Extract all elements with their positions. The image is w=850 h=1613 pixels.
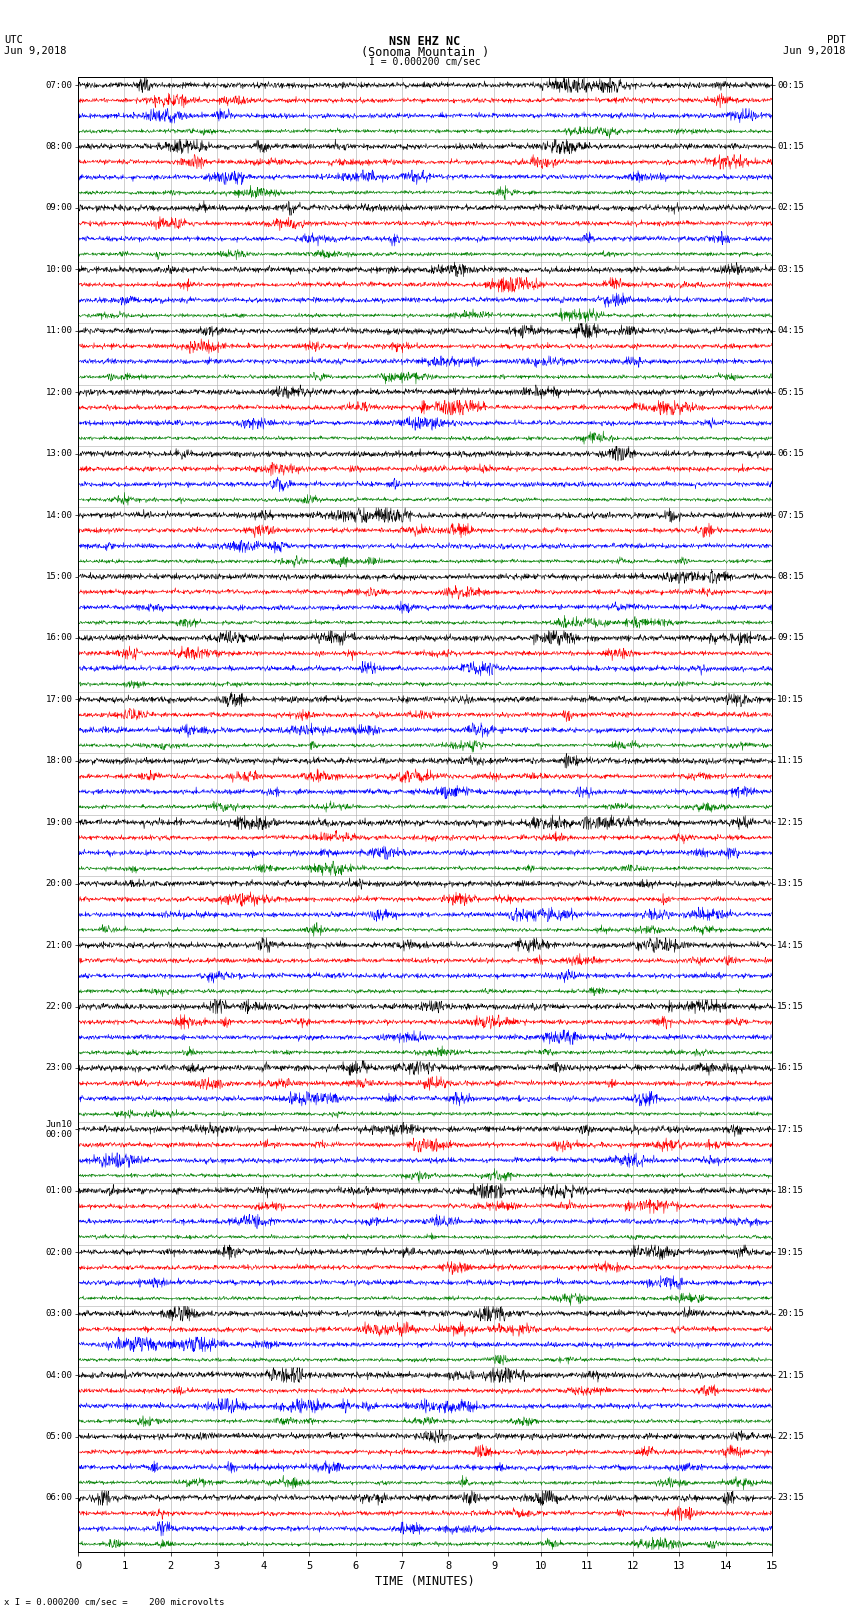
Text: Jun 9,2018: Jun 9,2018: [4, 45, 67, 56]
Text: UTC: UTC: [4, 35, 23, 45]
Text: x I = 0.000200 cm/sec =    200 microvolts: x I = 0.000200 cm/sec = 200 microvolts: [4, 1597, 224, 1607]
Text: (Sonoma Mountain ): (Sonoma Mountain ): [361, 45, 489, 60]
Text: PDT: PDT: [827, 35, 846, 45]
Text: I = 0.000200 cm/sec: I = 0.000200 cm/sec: [369, 58, 481, 68]
X-axis label: TIME (MINUTES): TIME (MINUTES): [375, 1574, 475, 1587]
Text: NSN EHZ NC: NSN EHZ NC: [389, 35, 461, 48]
Text: Jun 9,2018: Jun 9,2018: [783, 45, 846, 56]
